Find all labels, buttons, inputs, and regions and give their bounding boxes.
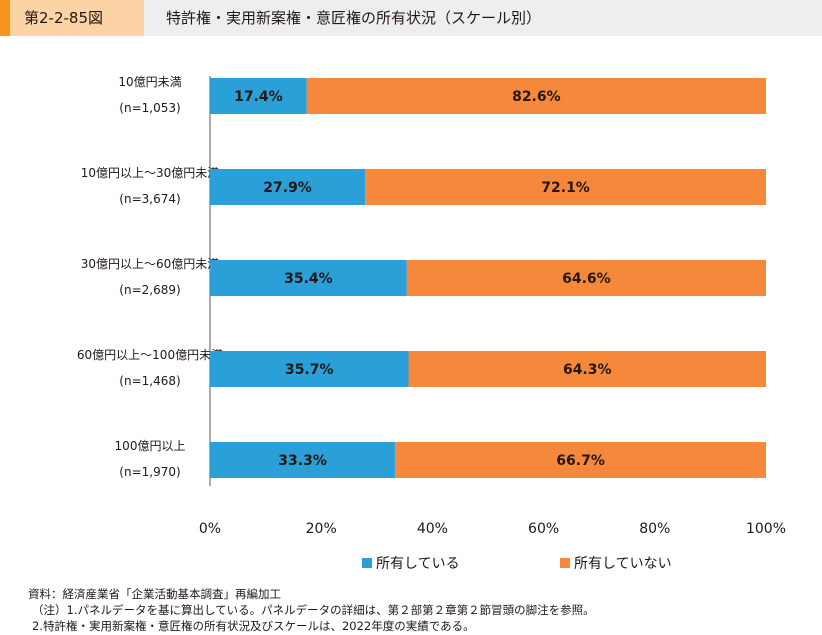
category-label: 10億円以上～30億円未満 — [81, 166, 220, 180]
data-label: 64.3% — [563, 362, 612, 378]
data-label: 33.3% — [278, 453, 327, 469]
bar-owned — [210, 351, 409, 387]
x-tick-label: 100% — [746, 521, 786, 537]
legend-item-owned: 所有している — [362, 553, 460, 573]
data-label: 66.7% — [556, 453, 605, 469]
bar-not-owned — [408, 351, 766, 387]
bar-not-owned — [365, 169, 766, 205]
data-label: 35.7% — [285, 362, 334, 378]
footnotes: 資料：経済産業省「企業活動基本調査」再編加工 （注）1.パネルデータを基に算出し… — [28, 586, 595, 634]
bar-owned — [210, 78, 307, 114]
figure-header: 第2-2-85図 特許権・実用新案権・意匠権の所有状況（スケール別） — [0, 0, 822, 36]
x-tick-label: 20% — [306, 521, 337, 537]
figure-title: 特許権・実用新案権・意匠権の所有状況（スケール別） — [166, 9, 542, 27]
category-label: 10億円未満 — [118, 75, 181, 89]
bar-not-owned — [395, 442, 766, 478]
category-label: 30億円以上～60億円未満 — [81, 257, 220, 271]
data-label: 72.1% — [541, 180, 590, 196]
x-tick-label: 40% — [417, 521, 448, 537]
bar-not-owned — [306, 78, 766, 114]
data-label: 27.9% — [263, 180, 312, 196]
legend-item-not-owned: 所有していない — [560, 553, 672, 573]
bar-not-owned — [406, 260, 766, 296]
figure-number: 第2-2-85図 — [10, 0, 144, 36]
data-label: 17.4% — [234, 89, 283, 105]
legend-label-owned: 所有している — [376, 556, 460, 572]
x-tick-label: 80% — [639, 521, 670, 537]
bar-owned — [210, 442, 396, 478]
bar-owned — [210, 260, 407, 296]
category-n-label: (n=1,053) — [119, 101, 180, 115]
category-n-label: (n=2,689) — [119, 283, 180, 297]
source-note: 資料：経済産業省「企業活動基本調査」再編加工 — [28, 587, 281, 601]
data-label: 64.6% — [562, 271, 611, 287]
category-n-label: (n=1,468) — [119, 374, 180, 388]
bar-owned — [210, 169, 366, 205]
category-label: 60億円以上～100億円未満 — [77, 348, 223, 362]
data-label: 35.4% — [284, 271, 333, 287]
legend-swatch-owned — [362, 558, 372, 568]
x-tick-label: 0% — [199, 521, 221, 537]
stacked-bar-chart: 10億円未満 (n=1,053) 17.4% 82.6% 10億円以上～30億円未満 (n… — [77, 75, 786, 537]
category-n-label: (n=3,674) — [119, 192, 180, 206]
category-n-label: (n=1,970) — [119, 465, 180, 479]
category-label: 100億円以上 — [115, 439, 186, 453]
data-label: 82.6% — [512, 89, 561, 105]
x-tick-label: 60% — [528, 521, 559, 537]
note-2: 2.特許権・実用新案権・意匠権の所有状況及びスケールは、2022年度の実績である… — [32, 619, 475, 633]
legend-swatch-not-owned — [560, 558, 570, 568]
legend-label-not-owned: 所有していない — [574, 556, 672, 572]
note-1: （注）1.パネルデータを基に算出している。パネルデータの詳細は、第２部第２章第２… — [32, 603, 595, 617]
figure-accent-bar — [0, 0, 10, 36]
